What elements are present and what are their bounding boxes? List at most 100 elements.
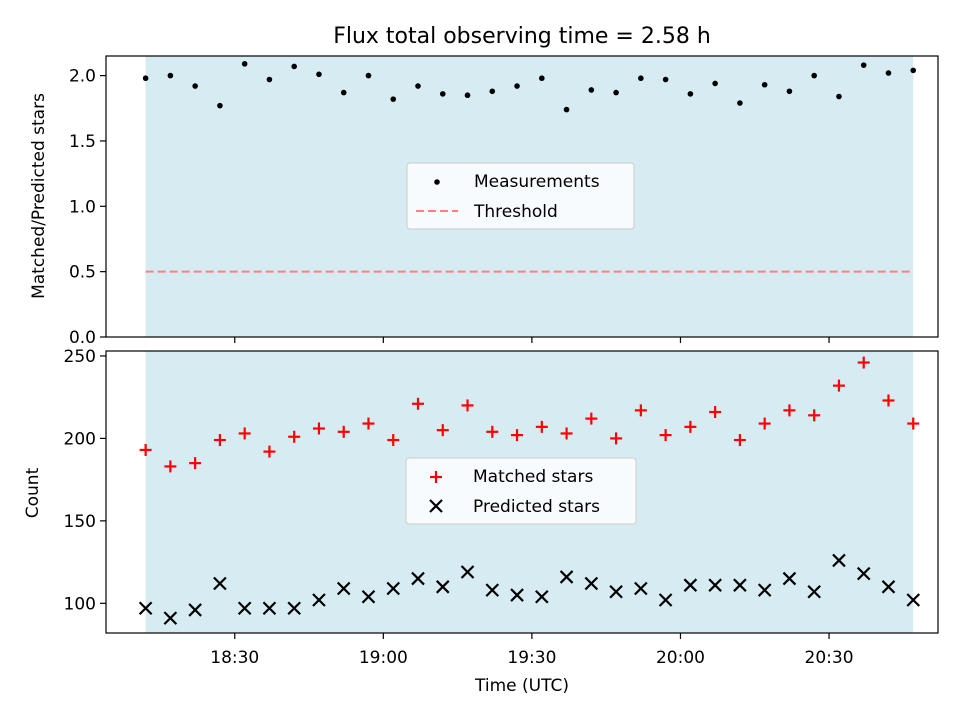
matched-star-point [436, 424, 449, 437]
predicted-star-point [188, 603, 202, 617]
measurement-point [217, 102, 223, 109]
predicted-star-point [510, 588, 524, 602]
measurement-point [489, 88, 496, 95]
matched-star-point [882, 394, 895, 407]
matched-star-point [684, 420, 697, 433]
matched-star-point [783, 404, 796, 417]
measurement-point [613, 89, 619, 96]
matched-star-point [461, 399, 474, 412]
legend-predicted-label: Predicted stars [473, 497, 600, 517]
legend-predicted-marker [429, 499, 443, 513]
measurement-point [638, 75, 644, 82]
y-tick-label: 0.0 [69, 328, 96, 348]
x-tick-label: 19:30 [507, 648, 556, 668]
measurement-point [860, 62, 867, 68]
y-tick-label: 1.5 [69, 132, 96, 152]
predicted-star-point [485, 583, 500, 597]
measurement-point [291, 63, 297, 70]
y-tick-label: 250 [64, 347, 96, 367]
y-tick-label: 0.5 [69, 263, 96, 283]
matched-star-point [832, 379, 845, 392]
measurement-point [737, 100, 743, 106]
y-tick-label: 150 [64, 512, 96, 532]
matched-star-point [857, 356, 870, 369]
bottom-plot-frame [105, 350, 939, 634]
predicted-star-point [733, 578, 747, 592]
measurement-point [885, 70, 892, 76]
y-tick-label: 2.0 [69, 67, 96, 87]
matched-star-point [412, 397, 424, 410]
predicted-star-point [757, 583, 772, 597]
measurement-point [712, 80, 718, 87]
measurement-point [340, 89, 347, 96]
matched-star-point [634, 404, 647, 417]
matched-star-point [535, 420, 548, 433]
measurement-point [761, 81, 768, 88]
x-tick-label: 18:30 [210, 648, 259, 668]
measurement-point [687, 91, 694, 97]
legend-threshold-label: Threshold [473, 202, 558, 222]
matched-star-point [758, 417, 771, 430]
chart-title: Flux total observing time = 2.58 h [333, 24, 711, 49]
matched-star-point [808, 409, 821, 422]
legend-measurements-label: Measurements [474, 172, 600, 192]
measurement-point [415, 83, 421, 89]
predicted-star-point [634, 581, 648, 596]
predicted-star-point [658, 593, 673, 607]
measurement-point [167, 72, 174, 79]
matched-star-point [288, 430, 301, 443]
measurement-point [563, 106, 570, 113]
predicted-star-point [312, 593, 326, 607]
top-legend: Measurements Threshold [406, 162, 635, 230]
matched-star-point [139, 443, 152, 456]
predicted-star-point [460, 565, 475, 579]
top-plot-frame [105, 55, 939, 338]
predicted-star-point [584, 576, 599, 591]
measurement-point [390, 96, 397, 102]
predicted-star-point [411, 571, 425, 586]
matched-star-point [511, 429, 524, 442]
legend-measurements-marker [434, 179, 440, 185]
predicted-star-point [832, 553, 846, 568]
predicted-star-point [782, 571, 797, 586]
predicted-star-point [708, 578, 722, 592]
predicted-star-point [881, 580, 896, 594]
x-tick-label: 20:30 [805, 648, 854, 668]
measurement-point [786, 88, 793, 95]
legend-matched-marker [430, 471, 442, 483]
matched-star-point [907, 417, 920, 430]
matched-star-point [164, 460, 177, 473]
matched-star-point [189, 457, 202, 470]
matched-star-point [362, 417, 375, 430]
matched-star-point [263, 445, 276, 458]
matched-star-point [610, 432, 623, 445]
measurement-point [142, 75, 149, 82]
predicted-star-point [609, 584, 623, 599]
predicted-star-point [237, 601, 252, 616]
measurement-point [588, 87, 595, 93]
measurement-point [910, 67, 917, 74]
top-ylabel: Matched/Predicted stars [29, 93, 49, 299]
predicted-star-point [906, 593, 921, 607]
measurement-point [365, 72, 372, 79]
matched-star-point [387, 434, 400, 447]
matched-star-point [659, 429, 672, 442]
measurement-point [662, 76, 669, 83]
predicted-star-point [287, 601, 301, 616]
predicted-star-point [386, 581, 401, 596]
predicted-star-point [683, 578, 698, 592]
predicted-star-point [435, 580, 450, 594]
x-tick-label: 20:00 [656, 648, 705, 668]
bottom-ylabel: Count [23, 467, 43, 518]
matched-star-point [312, 422, 325, 435]
predicted-star-point [213, 576, 227, 591]
legend-matched-label: Matched stars [473, 467, 593, 487]
matched-star-point [238, 427, 251, 440]
measurement-point [836, 93, 842, 100]
predicted-star-point [807, 584, 821, 599]
matched-star-point [560, 427, 573, 440]
matched-star-point [213, 434, 226, 447]
matched-star-point [337, 425, 350, 438]
predicted-star-point [361, 589, 376, 604]
